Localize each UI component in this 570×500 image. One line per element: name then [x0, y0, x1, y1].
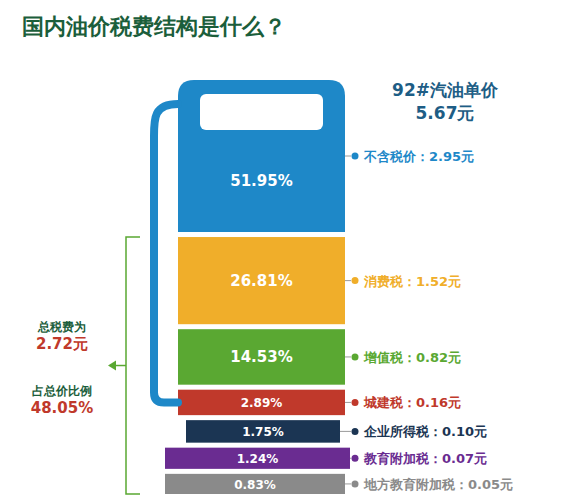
pump-window [200, 94, 323, 130]
label-dot [352, 353, 359, 360]
segment [178, 390, 345, 415]
data-label: 51.95% [230, 172, 292, 190]
tax-total-value: 2.72元 [36, 335, 88, 353]
segment [186, 420, 340, 443]
data-label: 0.83% [234, 478, 276, 492]
label-dot [352, 153, 359, 160]
pump-hose [154, 104, 178, 402]
label-dot [352, 455, 359, 462]
series-label: 企业所得税：0.10元 [363, 424, 487, 439]
labels: 51.95% 不含税价：2.95元 26.81% 消费税：1.52元 14.53% 增值税… [230, 149, 513, 492]
series-label: 消费税：1.52元 [363, 274, 461, 289]
tax-share-value: 48.05% [31, 399, 93, 417]
title: 国内油价税费结构是什么？ [22, 14, 286, 39]
label-dot [352, 277, 359, 284]
segment [178, 237, 345, 324]
segment [165, 448, 350, 469]
series-label: 增值税：0.82元 [363, 350, 461, 365]
chart: 国内油价税费结构是什么？ 51.95% 不含税价：2.95元 26.81% 消费税：1.… [0, 0, 570, 500]
series-label: 地方教育附加税：0.05元 [363, 477, 513, 492]
leader-line [345, 402, 351, 403]
segment [178, 80, 345, 232]
stack [165, 80, 350, 494]
series-label: 教育附加税：0.07元 [363, 451, 487, 466]
tax-total-label: 总税费为 [37, 320, 86, 334]
leader-line [340, 431, 351, 432]
label-dot [352, 399, 359, 406]
data-label: 14.53% [230, 348, 292, 366]
leader-line [345, 156, 351, 157]
bracket-arrowhead [108, 361, 116, 371]
data-label: 1.24% [237, 452, 279, 466]
label-dot [352, 480, 359, 487]
bracket [126, 237, 140, 494]
data-label: 1.75% [242, 425, 284, 439]
leader-line [345, 356, 351, 357]
data-label: 26.81% [230, 272, 292, 290]
leader-line [345, 280, 351, 281]
segment [178, 329, 345, 384]
price-value: 5.67元 [416, 103, 475, 123]
segment [165, 474, 345, 494]
label-dot [352, 428, 359, 435]
price-label: 92#汽油单价 [392, 80, 499, 100]
series-label: 城建税：0.16元 [363, 395, 461, 410]
series-label: 不含税价：2.95元 [363, 149, 474, 164]
tax-share-label: 占总价比例 [32, 384, 92, 398]
leader-line [350, 458, 351, 459]
leader-line [345, 483, 351, 484]
data-label: 2.89% [241, 396, 283, 410]
